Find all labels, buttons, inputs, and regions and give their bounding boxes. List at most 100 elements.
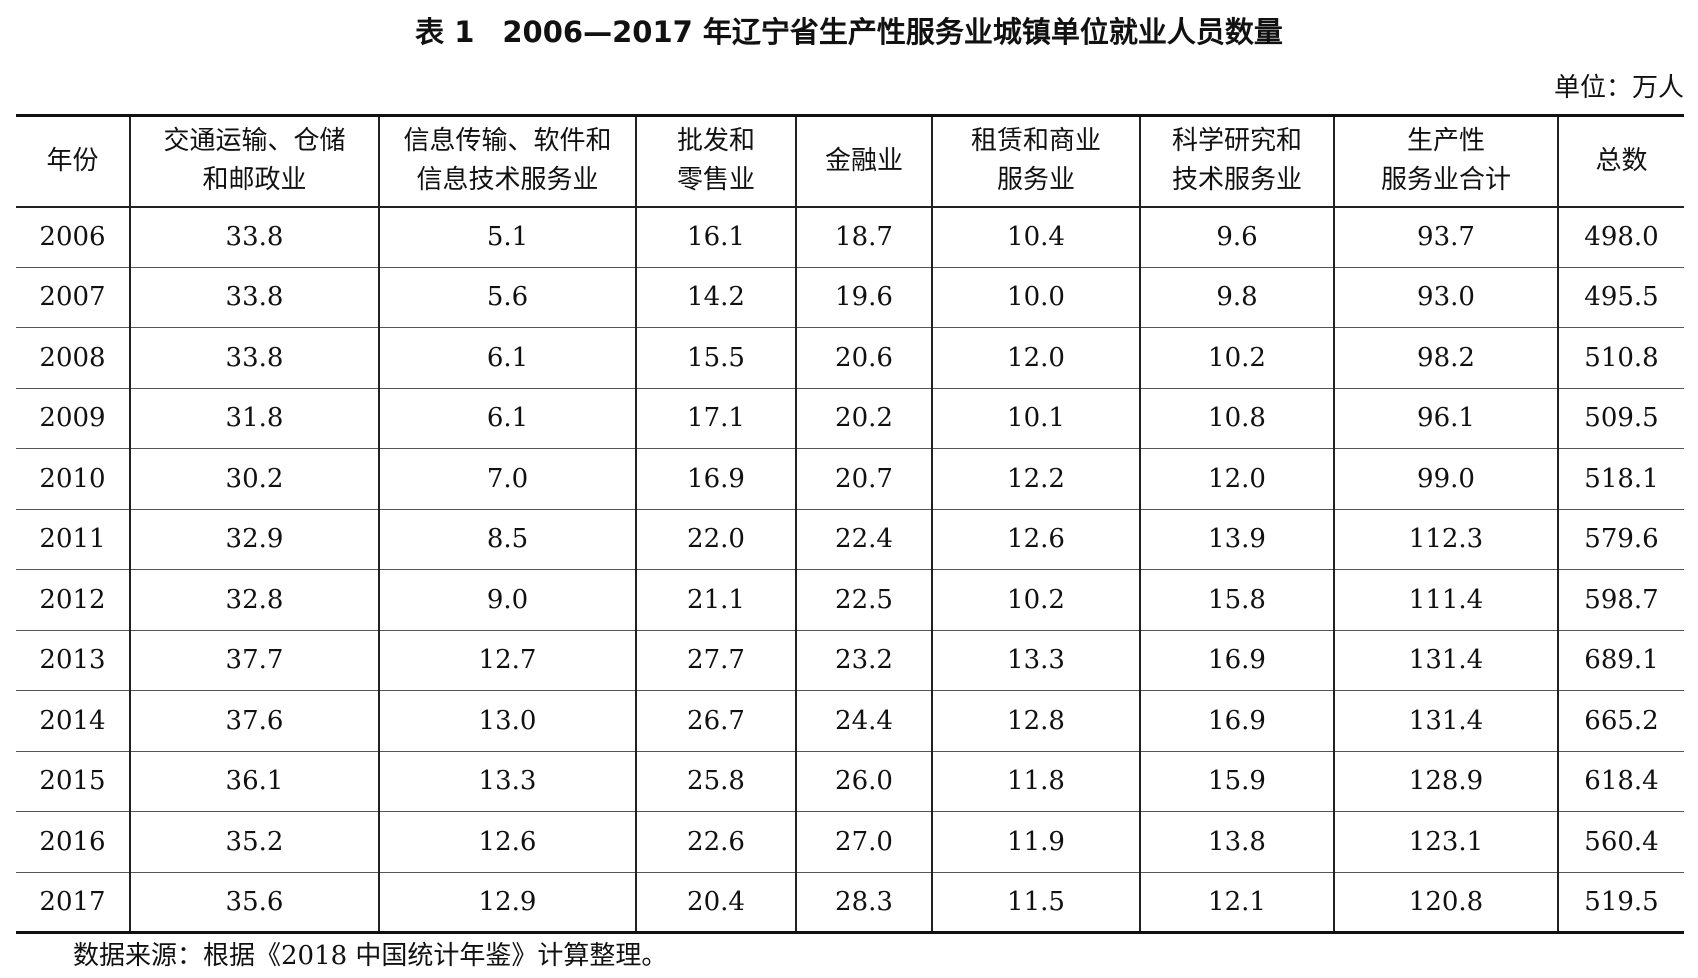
value-cell: 131.4 xyxy=(1333,630,1558,691)
value-cell: 96.1 xyxy=(1333,388,1558,449)
column-header-line: 零售业 xyxy=(676,165,755,196)
value-cell: 11.5 xyxy=(931,872,1140,933)
value-cell: 12.2 xyxy=(931,448,1140,509)
value-cell: 33.8 xyxy=(129,267,379,328)
year-cell: 2009 xyxy=(39,403,106,434)
table-row: 2008 33.8 6.1 15.5 20.6 12.0 10.2 98.2 510.8 xyxy=(16,327,1684,388)
value-cell: 27.7 xyxy=(635,630,796,691)
value-cell: 14.2 xyxy=(635,267,796,328)
value-cell: 16.9 xyxy=(1139,690,1334,751)
value-cell: 15.8 xyxy=(1139,569,1334,630)
value-cell: 10.2 xyxy=(931,569,1140,630)
column-header: 总数 xyxy=(1557,115,1684,208)
value-cell: 10.4 xyxy=(931,206,1140,267)
value-cell: 16.9 xyxy=(635,448,796,509)
value-cell: 10.1 xyxy=(931,388,1140,449)
value-cell: 560.4 xyxy=(1557,811,1684,872)
value-cell: 93.0 xyxy=(1333,267,1558,328)
column-header-line: 信息技术服务业 xyxy=(416,165,599,196)
value-cell: 12.7 xyxy=(378,630,636,691)
year-cell: 2013 xyxy=(39,645,106,676)
value-cell: 33.8 xyxy=(129,327,379,388)
value-cell: 35.6 xyxy=(129,872,379,933)
table-row: 2013 37.7 12.7 27.7 23.2 13.3 16.9 131.4 689.1 xyxy=(16,630,1684,691)
value-cell: 20.4 xyxy=(635,872,796,933)
column-header-line: 技术服务业 xyxy=(1171,165,1302,196)
value-cell: 618.4 xyxy=(1557,751,1684,812)
column-header-line: 服务业 xyxy=(996,165,1075,196)
year-cell: 2016 xyxy=(39,826,106,857)
value-cell: 120.8 xyxy=(1333,872,1558,933)
value-cell: 22.5 xyxy=(795,569,932,630)
column-header-line: 信息传输、软件和 xyxy=(403,126,612,157)
table-row: 2015 36.1 13.3 25.8 26.0 11.8 15.9 128.9 618.4 xyxy=(16,751,1684,812)
year-cell: 2015 xyxy=(39,766,106,797)
value-cell: 12.8 xyxy=(931,690,1140,751)
table-title: 表 1 2006—2017 年辽宁省生产性服务业城镇单位就业人员数量 xyxy=(0,12,1698,52)
column-header: 批发和 零售业 xyxy=(635,115,796,208)
column-header-line: 租赁和商业 xyxy=(970,126,1101,157)
table-row: 2007 33.8 5.6 14.2 19.6 10.0 9.8 93.0 495.5 xyxy=(16,267,1684,328)
value-cell: 689.1 xyxy=(1557,630,1684,691)
value-cell: 93.7 xyxy=(1333,206,1558,267)
value-cell: 28.3 xyxy=(795,872,932,933)
value-cell: 7.0 xyxy=(378,448,636,509)
year-cell: 2012 xyxy=(39,584,106,615)
column-header-line: 金融业 xyxy=(824,145,903,176)
value-cell: 13.9 xyxy=(1139,509,1334,570)
value-cell: 10.0 xyxy=(931,267,1140,328)
table-body: 2006 33.8 5.1 16.1 18.7 10.4 9.6 93.7 498.0 2007 3… xyxy=(16,206,1684,933)
value-cell: 37.6 xyxy=(129,690,379,751)
value-cell: 22.4 xyxy=(795,509,932,570)
column-header: 科学研究和技术服务业 xyxy=(1139,115,1334,208)
column-header-line: 服务业合计 xyxy=(1380,165,1511,196)
value-cell: 19.6 xyxy=(795,267,932,328)
value-cell: 31.8 xyxy=(129,388,379,449)
value-cell: 518.1 xyxy=(1557,448,1684,509)
value-cell: 111.4 xyxy=(1333,569,1558,630)
year-cell: 2010 xyxy=(39,463,106,494)
value-cell: 13.3 xyxy=(931,630,1140,691)
table-header: 年份 交通运输、仓储 和邮政业 信息传输、软件和 信息技术服务业 批发和 零售业 金融业 租赁和… xyxy=(16,115,1684,208)
column-header-line: 科学研究和 xyxy=(1171,126,1302,157)
data-source-note: 数据来源：根据《2018 中国统计年鉴》计算整理。 xyxy=(73,941,668,971)
value-cell: 11.8 xyxy=(931,751,1140,812)
value-cell: 6.1 xyxy=(378,388,636,449)
value-cell: 10.8 xyxy=(1139,388,1334,449)
value-cell: 32.9 xyxy=(129,509,379,570)
value-cell: 665.2 xyxy=(1557,690,1684,751)
value-cell: 6.1 xyxy=(378,327,636,388)
value-cell: 25.8 xyxy=(635,751,796,812)
table-row: 2017 35.6 12.9 20.4 28.3 11.5 12.1 120.8 519.5 xyxy=(16,872,1684,933)
value-cell: 16.1 xyxy=(635,206,796,267)
value-cell: 15.5 xyxy=(635,327,796,388)
value-cell: 23.2 xyxy=(795,630,932,691)
value-cell: 36.1 xyxy=(129,751,379,812)
value-cell: 9.6 xyxy=(1139,206,1334,267)
value-cell: 9.0 xyxy=(378,569,636,630)
header-row: 年份 交通运输、仓储 和邮政业 信息传输、软件和 信息技术服务业 批发和 零售业 金融业 租赁和… xyxy=(16,115,1684,208)
table-number: 表 1 xyxy=(415,15,475,49)
value-cell: 128.9 xyxy=(1333,751,1558,812)
table-title-text: 2006—2017 年辽宁省生产性服务业城镇单位就业人员数量 xyxy=(502,15,1283,49)
value-cell: 498.0 xyxy=(1557,206,1684,267)
column-header-line: 年份 xyxy=(46,145,99,176)
value-cell: 598.7 xyxy=(1557,569,1684,630)
value-cell: 33.8 xyxy=(129,206,379,267)
column-header: 生产性 服务业合计 xyxy=(1333,115,1558,208)
value-cell: 12.0 xyxy=(931,327,1140,388)
value-cell: 123.1 xyxy=(1333,811,1558,872)
value-cell: 16.9 xyxy=(1139,630,1334,691)
value-cell: 12.0 xyxy=(1139,448,1334,509)
value-cell: 13.8 xyxy=(1139,811,1334,872)
table-row: 2010 30.2 7.0 16.9 20.7 12.2 12.0 99.0 518.1 xyxy=(16,448,1684,509)
value-cell: 12.6 xyxy=(931,509,1140,570)
year-cell: 2011 xyxy=(39,524,106,555)
year-cell: 2006 xyxy=(39,222,106,252)
value-cell: 12.1 xyxy=(1139,872,1334,933)
column-header-line: 和邮政业 xyxy=(202,165,307,196)
year-cell: 2014 xyxy=(39,705,106,736)
table-row: 2012 32.8 9.0 21.1 22.5 10.2 15.8 111.4 598.7 xyxy=(16,569,1684,630)
value-cell: 20.7 xyxy=(795,448,932,509)
year-cell: 2017 xyxy=(39,886,106,917)
